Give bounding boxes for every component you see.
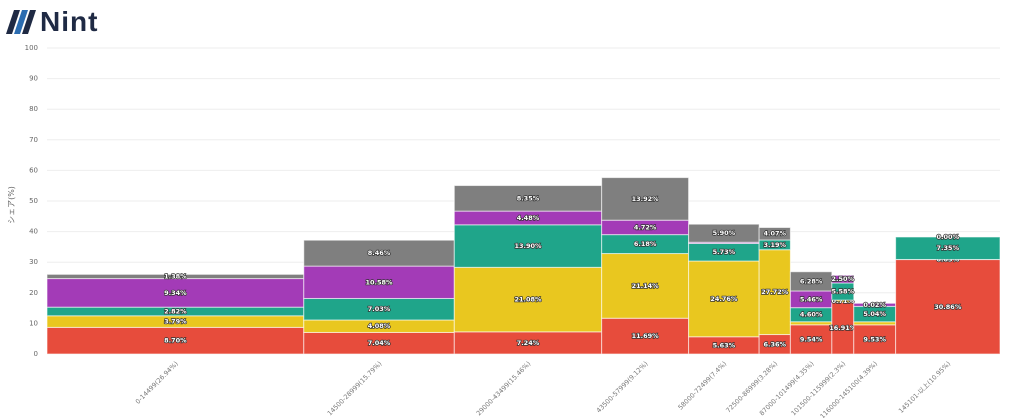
- segment-label: 7.24%: [517, 339, 540, 347]
- segment[interactable]: [453, 185, 603, 212]
- segment-label: 7.03%: [368, 305, 391, 313]
- segment[interactable]: [758, 226, 791, 241]
- segment[interactable]: [758, 249, 791, 336]
- y-tick-label: 0: [34, 350, 38, 358]
- segment[interactable]: [895, 236, 1001, 260]
- segment[interactable]: [453, 266, 603, 333]
- column-3: 11.69% 21.14% 6.18% 4.72% 13.92%: [601, 177, 690, 355]
- column-8: 9.53% 5.04%0.02%: [853, 300, 897, 355]
- y-tick-label: 50: [29, 197, 38, 205]
- segment-label: 3.19%: [763, 241, 786, 249]
- column-2: 7.24% 21.08% 13.90% 4.48% 8.35%: [453, 185, 603, 355]
- column-7: 16.91% 0.71%5.58% 2.50%: [829, 274, 858, 355]
- segment[interactable]: [601, 253, 690, 319]
- y-tick-label: 100: [25, 44, 38, 52]
- nint-logo: Nint: [4, 6, 98, 38]
- segment-label: 1.38%: [164, 272, 187, 280]
- segment-label: 4.48%: [517, 214, 540, 222]
- segment[interactable]: [895, 259, 1001, 355]
- segment-label: 30.86%: [934, 303, 962, 311]
- segment-label: 6.28%: [800, 277, 823, 285]
- segment-label: 0.00%: [937, 233, 960, 241]
- segment-label: 6.36%: [763, 340, 786, 348]
- y-tick-label: 90: [29, 75, 38, 83]
- segment-label: 11.69%: [632, 332, 660, 340]
- column-4: 5.63% 24.76% 5.73% 5.90%: [688, 223, 760, 355]
- segment-label: 5.63%: [713, 341, 736, 349]
- segment-label: 5.58%: [832, 288, 855, 296]
- segment-label: 0.71%: [832, 297, 855, 305]
- segment-label: 2.82%: [164, 307, 187, 315]
- segment-label: 8.35%: [517, 194, 540, 202]
- segment[interactable]: [303, 265, 455, 299]
- column-1: 7.04% 4.08% 7.03% 10.58% 8.46%: [303, 239, 455, 355]
- logo-mark-icon: [6, 10, 36, 34]
- segment-label: 13.92%: [632, 195, 660, 203]
- x-tick-label: 145101-以上(10.95%): [896, 359, 952, 415]
- segment-label: 9.54%: [800, 335, 823, 343]
- segment-label: 2.50%: [832, 275, 855, 283]
- y-tick-label: 40: [29, 228, 38, 236]
- segment-label: 4.08%: [368, 322, 391, 330]
- segment-label: 10.58%: [366, 278, 394, 286]
- segment-label: 5.73%: [713, 248, 736, 256]
- segment-label: 7.35%: [937, 244, 960, 252]
- segment-label: 7.04%: [368, 339, 391, 347]
- y-tick-label: 80: [29, 105, 38, 113]
- segment[interactable]: [688, 260, 760, 338]
- column-6: 9.54% 4.60% 5.46% 6.28%: [789, 271, 833, 355]
- x-tick-label: 14500-28999(15.79%): [326, 360, 384, 418]
- segment[interactable]: [789, 324, 833, 355]
- segment-label: 16.91%: [829, 324, 857, 332]
- x-tick-label: 29000-43499(15.46%): [475, 360, 533, 418]
- logo-text: Nint: [40, 6, 99, 37]
- segment-label: 5.90%: [713, 229, 736, 237]
- segment-label: 0.02%: [863, 301, 886, 309]
- segment-label: 24.76%: [710, 295, 738, 303]
- y-tick-label: 30: [29, 258, 38, 266]
- segment-label: 21.14%: [632, 282, 660, 290]
- segment-label: 27.72%: [761, 288, 789, 296]
- column-9: 30.86%0.03%7.35%0.00%: [895, 232, 1001, 355]
- segment-label: 6.18%: [634, 240, 657, 248]
- segment-label: 4.60%: [800, 311, 823, 319]
- segment-label: 8.70%: [164, 337, 187, 345]
- segment-label: 4.72%: [634, 223, 657, 231]
- segment-label: 8.46%: [368, 249, 391, 257]
- segment-label: 3.79%: [164, 318, 187, 326]
- segment-label: 5.04%: [863, 310, 886, 318]
- y-tick-label: 60: [29, 166, 38, 174]
- x-tick-label: 101500-115999(2.3%): [790, 360, 848, 418]
- segment-label: 21.08%: [514, 296, 542, 304]
- x-tick-label: 0-14499(26.94%): [134, 360, 180, 406]
- segment[interactable]: [46, 278, 305, 308]
- y-tick-label: 70: [29, 136, 38, 144]
- segment[interactable]: [831, 274, 855, 284]
- segment-label: 9.34%: [164, 289, 187, 297]
- y-tick-label: 10: [29, 319, 38, 327]
- y-axis-label: シェア(%): [7, 186, 16, 224]
- segment-label: 5.46%: [800, 295, 823, 303]
- x-tick-label: 116000-145100(4.39%): [819, 360, 880, 418]
- x-tick-label: 58000-72499(7.4%): [676, 360, 728, 412]
- segment-label: 13.90%: [514, 242, 542, 250]
- column-0: 8.70% 3.79% 2.82% 9.34% 1.38%: [46, 272, 305, 355]
- segment[interactable]: [453, 224, 603, 268]
- segment-label: 9.53%: [863, 335, 886, 343]
- x-tick-label: 43500-57999(9.12%): [595, 360, 650, 415]
- column-5: 6.36% 27.72% 3.19% 4.07%: [758, 226, 791, 355]
- segment-label: 4.07%: [763, 230, 786, 238]
- y-tick-label: 20: [29, 289, 38, 297]
- segment[interactable]: [601, 177, 690, 221]
- segment[interactable]: [46, 326, 305, 355]
